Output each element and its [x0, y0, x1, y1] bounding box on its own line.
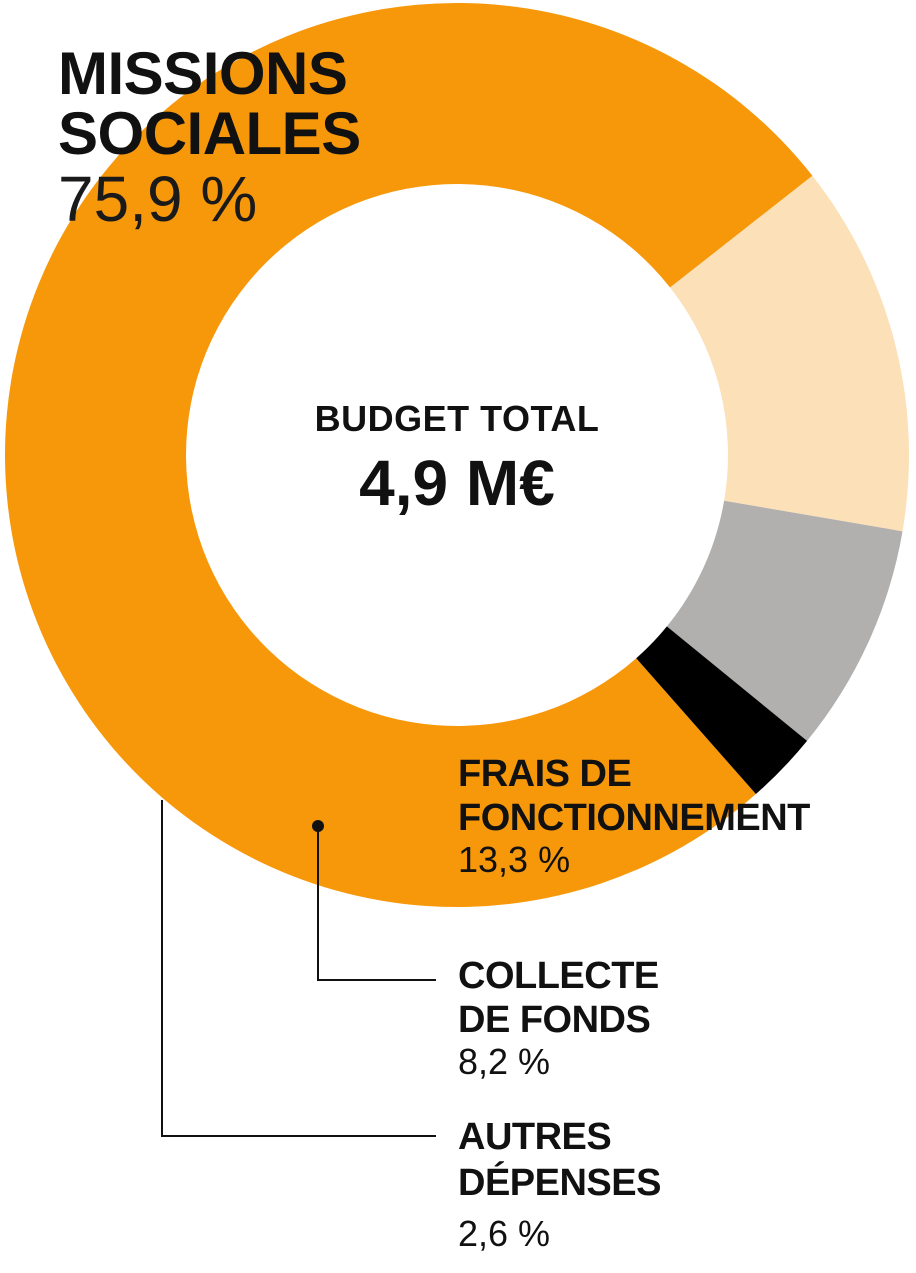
- collecte-fonds-label: COLLECTE DE FONDS 8,2 %: [458, 954, 659, 1082]
- autres-depenses-name-line2: DÉPENSES: [458, 1162, 661, 1204]
- frais-fonctionnement-slice: [670, 175, 909, 532]
- autres-depenses-percent: 2,6 %: [458, 1213, 551, 1254]
- collecte-fonds-leader-dot: [312, 820, 324, 832]
- collecte-fonds-slice: [666, 500, 903, 741]
- frais-fonctionnement-label: FRAIS DE FONCTIONNEMENT 13,3 %: [458, 752, 810, 880]
- collecte-fonds-leader-line: [317, 826, 436, 981]
- frais-fonctionnement-name-line2: FONCTIONNEMENT: [458, 797, 810, 839]
- autres-depenses-label: AUTRES DÉPENSES 2,6 %: [458, 1114, 661, 1254]
- autres-depenses-name-line1: AUTRES: [458, 1116, 612, 1158]
- missions-sociales-slice: [5, 3, 813, 907]
- frais-fonctionnement-percent: 13,3 %: [458, 839, 571, 880]
- collecte-fonds-name-line1: COLLECTE: [458, 955, 659, 997]
- missions-sociales-label: MISSIONS SOCIALES 75,9 %: [58, 40, 361, 235]
- frais-fonctionnement-name-line1: FRAIS DE: [458, 753, 632, 795]
- missions-sociales-name-line1: MISSIONS: [58, 40, 348, 107]
- budget-total-title: BUDGET TOTAL: [314, 398, 600, 439]
- budget-total-value: 4,9 M€: [359, 447, 555, 519]
- missions-sociales-percent: 75,9 %: [58, 163, 258, 235]
- autres-depenses-slice: [636, 626, 808, 795]
- missions-sociales-name-line2: SOCIALES: [58, 100, 361, 167]
- collecte-fonds-percent: 8,2 %: [458, 1041, 551, 1082]
- collecte-fonds-name-line2: DE FONDS: [458, 999, 651, 1041]
- autres-depenses-leader-line: [161, 800, 436, 1137]
